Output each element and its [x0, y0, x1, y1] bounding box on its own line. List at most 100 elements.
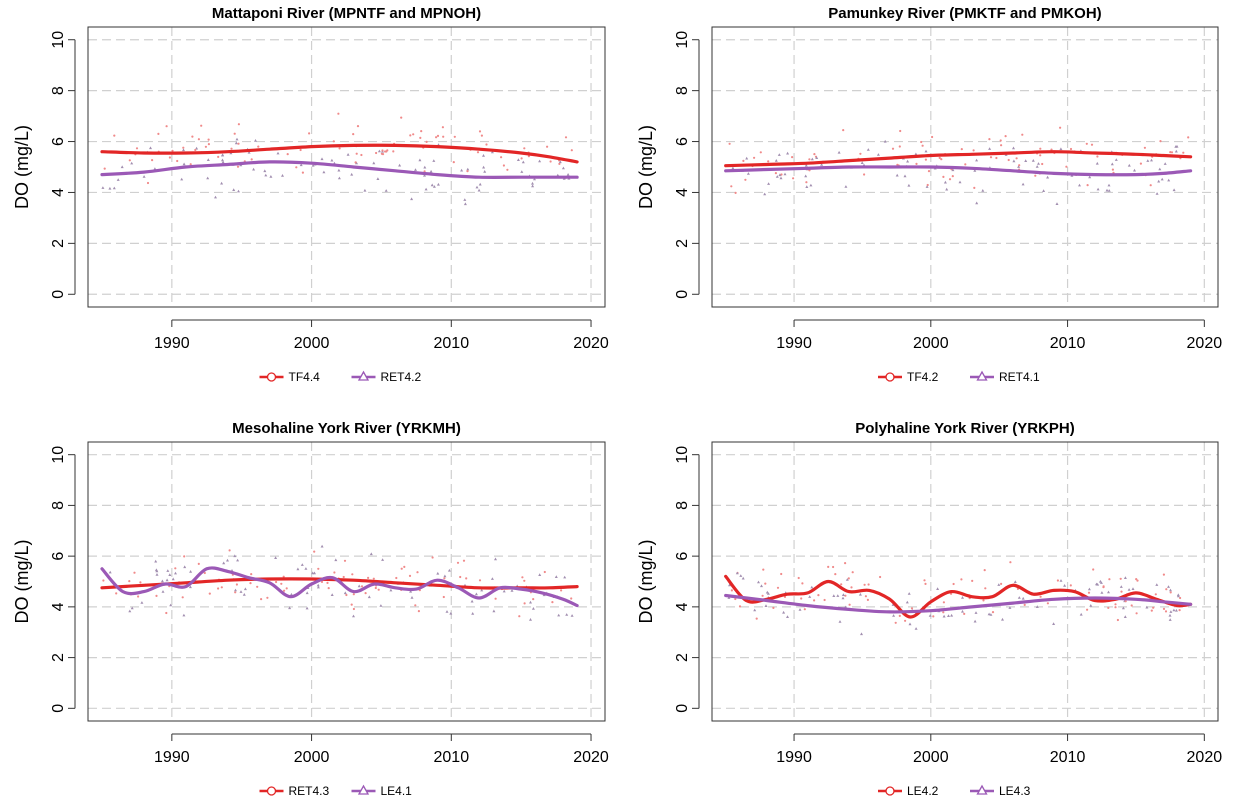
series-line-TF4.2: [724, 150, 1193, 168]
observation-point: [1135, 612, 1138, 615]
observation-point: [189, 570, 193, 573]
observation-point: [182, 148, 185, 152]
x-tick-label: 2000: [913, 335, 949, 352]
observation-point: [432, 185, 436, 188]
observation-point: [757, 580, 760, 584]
observation-point: [817, 594, 820, 597]
observation-point: [783, 172, 787, 176]
observation-point: [480, 588, 484, 592]
observation-point: [288, 606, 292, 610]
observation-point: [844, 562, 847, 565]
observation-point: [1162, 607, 1166, 611]
observation-point: [1086, 608, 1089, 611]
observation-point: [940, 158, 943, 161]
observation-point: [400, 567, 403, 570]
observation-point: [416, 571, 419, 574]
legend-triangle-marker: [357, 784, 370, 795]
observation-point: [951, 168, 955, 172]
observation-point: [772, 606, 775, 610]
observation-point: [1155, 583, 1159, 586]
legend-entry-RET4.1: RET4.1: [970, 370, 1040, 384]
observation-point: [283, 589, 286, 592]
y-axis-label: DO (mg/L): [12, 539, 32, 623]
observation-point: [200, 124, 203, 127]
observation-point: [950, 613, 954, 617]
observation-point: [220, 153, 224, 157]
observation-point: [492, 609, 496, 613]
observation-point: [1046, 175, 1050, 179]
observation-point: [1056, 579, 1059, 582]
observation-point: [1169, 151, 1172, 154]
observation-point: [337, 112, 340, 115]
observation-point: [166, 569, 170, 572]
observation-point: [753, 608, 757, 612]
observation-point: [1174, 145, 1178, 148]
observation-point: [730, 589, 734, 592]
observation-point: [1015, 157, 1018, 160]
observation-point: [1087, 587, 1091, 591]
observation-point: [269, 175, 273, 178]
observation-point: [409, 589, 413, 593]
observation-point: [462, 559, 466, 562]
observation-point: [207, 138, 210, 141]
observation-point: [494, 597, 497, 600]
observation-point: [927, 170, 931, 173]
observation-point: [858, 592, 862, 596]
observation-point: [423, 165, 427, 169]
observation-point: [403, 565, 406, 569]
y-tick-label: 8: [674, 86, 691, 95]
observation-point: [151, 159, 154, 162]
observation-point: [171, 149, 174, 152]
y-tick-label: 0: [50, 290, 67, 299]
observation-point: [465, 577, 468, 580]
observation-point: [792, 177, 795, 180]
observation-point: [1034, 174, 1037, 177]
observation-point: [1187, 136, 1190, 139]
observation-point: [764, 582, 767, 585]
observation-point: [1013, 580, 1017, 583]
observation-point: [320, 544, 324, 548]
observation-point: [381, 149, 384, 152]
observation-point: [543, 570, 546, 574]
observation-point: [171, 577, 175, 581]
observation-point: [560, 589, 563, 592]
observation-point: [194, 148, 197, 152]
observation-point: [1127, 163, 1131, 167]
observation-point: [561, 166, 565, 170]
observation-point: [281, 174, 284, 177]
observation-point: [763, 192, 767, 196]
observation-point: [810, 157, 814, 161]
observation-point: [891, 147, 895, 150]
observation-point: [308, 132, 311, 135]
observation-point: [320, 580, 324, 584]
observation-point: [130, 161, 134, 165]
observation-point: [995, 156, 998, 160]
observation-point: [432, 159, 436, 162]
observation-point: [973, 186, 976, 189]
observation-point: [805, 185, 809, 188]
observation-point: [943, 180, 947, 184]
observation-point: [797, 576, 800, 580]
observation-point: [942, 601, 946, 604]
observation-point: [800, 597, 803, 600]
observation-point: [921, 144, 924, 147]
observation-point: [777, 153, 781, 156]
observation-point: [728, 142, 731, 145]
observation-point: [999, 139, 1002, 142]
observation-point: [842, 129, 845, 132]
observation-point: [1012, 146, 1015, 150]
observation-point: [981, 189, 985, 192]
observation-point: [478, 182, 482, 186]
observation-point: [299, 148, 302, 152]
observation-point: [367, 595, 371, 599]
observation-point: [840, 583, 843, 586]
observation-point: [1169, 610, 1173, 613]
observation-point: [128, 159, 131, 162]
observation-point: [180, 177, 184, 181]
observation-point: [859, 152, 862, 155]
observation-point: [188, 585, 192, 589]
legend-entry-LE4.2: LE4.2: [878, 784, 939, 798]
observation-point: [1157, 179, 1161, 183]
observation-point: [1135, 578, 1138, 581]
observation-point: [182, 613, 186, 617]
